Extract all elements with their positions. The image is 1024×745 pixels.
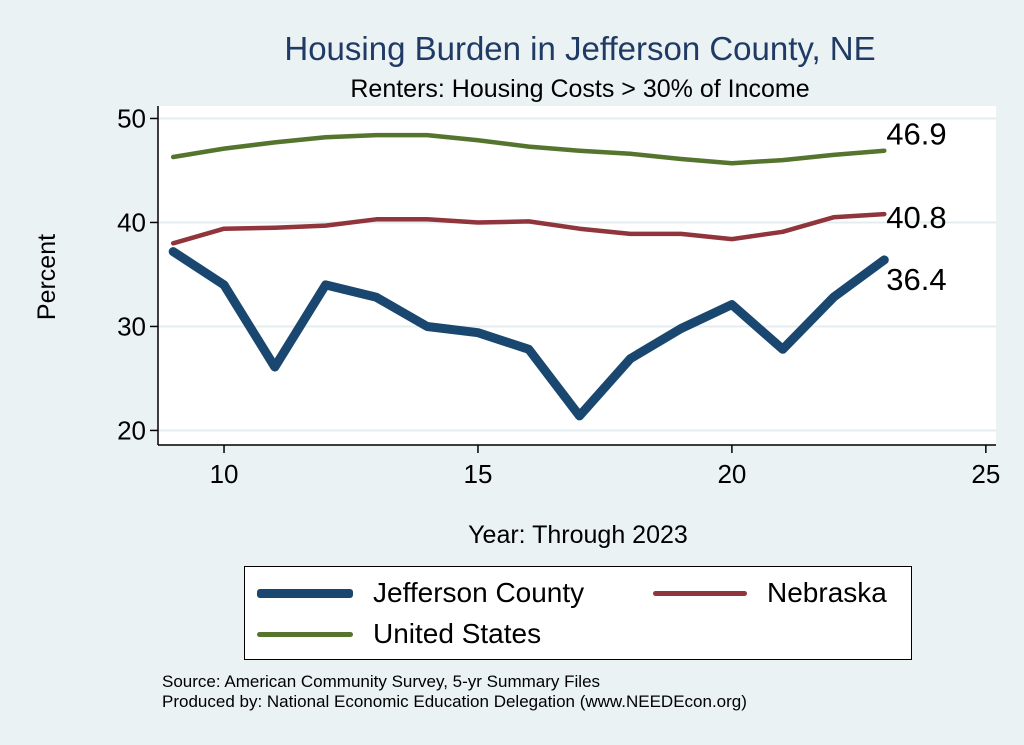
data-point-united-states [375, 133, 378, 137]
y-tick-label: 40 [117, 207, 146, 237]
data-point-jefferson-county [273, 365, 277, 369]
data-point-nebraska [832, 216, 835, 219]
legend-item-united-states: United States [257, 618, 541, 650]
data-point-jefferson-county [832, 296, 835, 299]
data-point-united-states [172, 155, 175, 159]
source-note: Source: American Community Survey, 5-yr … [162, 672, 601, 691]
data-point-nebraska [679, 232, 683, 236]
legend-swatch [257, 631, 353, 637]
legend-label: Nebraska [767, 577, 887, 608]
data-point-nebraska [883, 212, 886, 216]
data-point-united-states [832, 153, 835, 157]
end-label-nebraska: 40.8 [886, 200, 946, 235]
data-point-united-states [679, 157, 683, 161]
x-tick-label: 20 [717, 459, 746, 489]
data-point-nebraska [629, 232, 632, 236]
data-point-nebraska [324, 224, 327, 227]
data-point-jefferson-county [324, 283, 327, 287]
y-tick-label: 50 [117, 103, 146, 133]
data-point-nebraska [476, 221, 480, 224]
chart-title: Housing Burden in Jefferson County, NE [284, 30, 876, 67]
legend-label: United States [373, 618, 542, 649]
data-point-jefferson-county [222, 283, 226, 287]
data-point-jefferson-county [730, 303, 734, 306]
data-point-united-states [527, 145, 530, 148]
data-point-united-states [476, 139, 480, 142]
data-point-jefferson-county [679, 327, 683, 330]
data-point-jefferson-county [375, 296, 378, 299]
data-point-jefferson-county [629, 357, 632, 360]
data-point-nebraska [578, 227, 581, 230]
legend-swatch [257, 588, 353, 598]
chart-subtitle: Renters: Housing Costs > 30% of Income [350, 75, 810, 103]
data-point-nebraska [172, 242, 175, 245]
x-tick-label: 10 [210, 459, 239, 489]
data-point-jefferson-county [781, 348, 784, 351]
data-point-united-states [730, 161, 734, 165]
y-axis-label: Percent [33, 234, 61, 320]
legend-swatch [653, 590, 747, 596]
data-point-united-states [781, 158, 784, 162]
data-point-jefferson-county [476, 331, 480, 334]
data-point-united-states [273, 141, 277, 144]
y-tick-label: 20 [117, 415, 146, 445]
end-label-jefferson-county: 36.4 [886, 262, 946, 297]
end-label-united-states: 46.9 [886, 117, 946, 152]
data-point-jefferson-county [172, 250, 175, 253]
y-tick-label: 30 [117, 311, 146, 341]
data-point-jefferson-county [425, 325, 429, 328]
data-point-united-states [578, 149, 581, 152]
data-point-nebraska [375, 218, 378, 221]
data-point-nebraska [273, 226, 277, 229]
data-point-united-states [222, 147, 226, 150]
produced-by-note: Produced by: National Economic Education… [162, 692, 747, 711]
data-point-nebraska [730, 237, 734, 241]
end-labels: 36.4 40.8 46.9 [886, 117, 946, 297]
x-tick-label: 25 [971, 459, 1000, 489]
data-point-united-states [324, 135, 327, 139]
data-point-nebraska [781, 230, 784, 234]
x-axis-label: Year: Through 2023 [468, 521, 688, 549]
x-tick-label: 15 [464, 459, 493, 489]
data-point-jefferson-county [883, 258, 886, 262]
legend: Jefferson County Nebraska United States [244, 566, 912, 660]
series-lines [168, 132, 889, 421]
axes: 20 30 40 50 10 15 20 25 [117, 103, 1000, 489]
data-point-nebraska [425, 218, 429, 221]
legend-item-jefferson-county: Jefferson County [257, 577, 584, 609]
legend-item-nebraska: Nebraska [653, 577, 887, 609]
data-point-nebraska [527, 220, 530, 223]
data-point-jefferson-county [578, 414, 581, 418]
data-point-jefferson-county [527, 348, 530, 351]
legend-label: Jefferson County [373, 577, 585, 608]
data-point-nebraska [222, 227, 226, 230]
data-point-united-states [629, 152, 632, 156]
data-point-united-states [883, 149, 886, 152]
data-point-united-states [425, 133, 429, 137]
